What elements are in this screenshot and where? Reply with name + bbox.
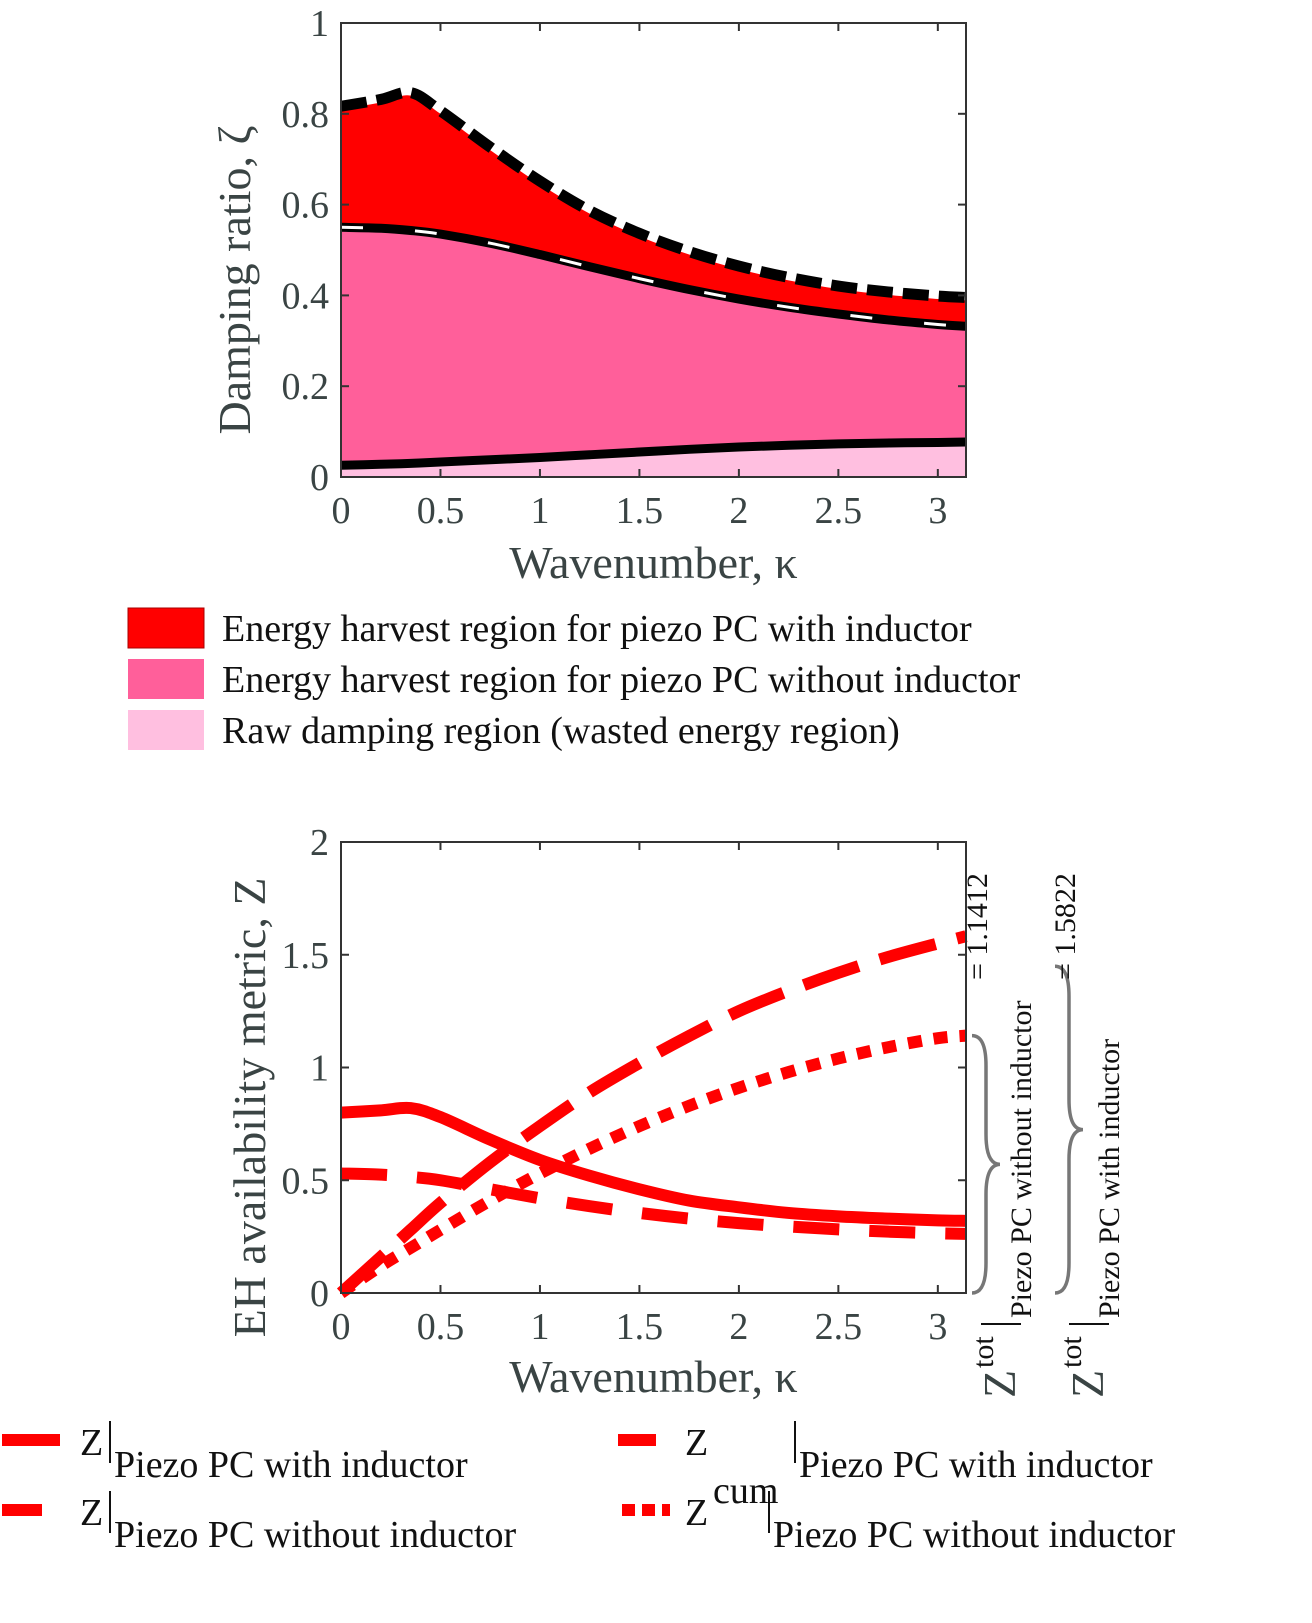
annotation-value: = 1.5822 [1049, 873, 1082, 980]
series-layer [336, 930, 968, 1298]
brace-without-inductor [971, 1033, 1001, 1295]
series-solid [340, 1101, 967, 1227]
y-tick-label: 1 [310, 1048, 329, 1090]
legend-label: Raw damping region (wasted energy region… [222, 710, 900, 752]
x-axis-label: Wavenumber, κ [509, 1351, 797, 1402]
x-axis-label: Wavenumber, κ [509, 537, 797, 588]
x-tick-label: 2 [729, 490, 748, 532]
annotation-sub: Piezo PC without inductor [1005, 1001, 1038, 1319]
area-raw-damping-region-wasted-energy-region- [341, 442, 966, 477]
y-axis-label: EH availability metric, Z [224, 878, 275, 1338]
boundary-energy-harvest-region-for-piezo-pc-with-inductor [340, 86, 967, 303]
annotation-sup: tot [967, 1336, 1000, 1368]
x-tick-label: 1.5 [616, 490, 664, 532]
legend-subscript: Piezo PC with inductor [799, 1444, 1153, 1486]
ticks: 0 0.5 1 1.5 2 2.5 3 0 0.5 1 1.5 2 [282, 822, 966, 1348]
brace-with-inductor [1054, 964, 1084, 1295]
x-tick-label: 2.5 [815, 490, 863, 532]
legend-subscript: Piezo PC with inductor [114, 1444, 468, 1486]
x-tick-label: 2.5 [815, 1306, 863, 1348]
y-tick-label: 0 [310, 1273, 329, 1315]
boundary-lines [340, 86, 967, 470]
x-tick-label: 0.5 [417, 1306, 465, 1348]
eh-availability-chart: 0 0.5 1 1.5 2 2.5 3 0 0.5 1 1.5 2 Wavenumber, κ EH … [224, 822, 1126, 1402]
plot-frame [340, 22, 967, 478]
y-tick-label: 0.8 [282, 94, 330, 136]
legend-sup: cum [713, 1470, 778, 1512]
legend-entry: Z Piezo PC without inductor [2, 1491, 517, 1556]
x-tick-label: 1.5 [616, 1306, 664, 1348]
x-tick-label: 0 [332, 1306, 351, 1348]
annotation-symbol: Z [974, 1370, 1025, 1398]
boundary-energy-harvest-region-for-piezo-pc-without-inductor-dash [340, 225, 967, 328]
series-dashed [340, 1167, 967, 1240]
x-tick-label: 2 [729, 1306, 748, 1348]
area-energy-harvest-region-for-piezo-pc-without-inductor [341, 227, 966, 477]
legend-label: Energy harvest region for piezo PC witho… [222, 659, 1021, 701]
legend-swatch [127, 607, 205, 649]
y-tick-label: 0.6 [282, 185, 330, 227]
legend-swatch [128, 659, 204, 699]
y-tick-label: 0 [310, 457, 329, 499]
annotation-sub: Piezo PC with inductor [1093, 1039, 1126, 1318]
y-tick-label: 0.4 [282, 275, 330, 317]
annotation-sup: tot [1055, 1336, 1088, 1368]
x-tick-label: 1 [530, 490, 549, 532]
legend-subscript: Piezo PC without inductor [773, 1514, 1176, 1556]
legend-entry: Z Piezo PC with inductor [2, 1421, 468, 1486]
ticks: 0 0.5 1 1.5 2 2.5 3 0 0.2 0.4 0.6 0.8 1 [282, 3, 966, 532]
legend-entry: Z Piezo PC with inductor [618, 1421, 1153, 1486]
series-dash-dot [336, 930, 968, 1298]
boundary-raw-damping-region-wasted-energy-region- [340, 437, 967, 470]
x-tick-label: 3 [928, 490, 947, 532]
legend-symbol: Z [685, 1492, 708, 1534]
x-tick-label: 0.5 [417, 490, 465, 532]
y-tick-label: 0.2 [282, 366, 330, 408]
legend-subscript: Piezo PC without inductor [114, 1514, 517, 1556]
area-legend: Energy harvest region for piezo PC with … [127, 607, 1021, 752]
x-tick-label: 1 [530, 1306, 549, 1348]
legend-symbol: Z [80, 1422, 103, 1464]
damping-ratio-chart: 0 0.5 1 1.5 2 2.5 3 0 0.2 0.4 0.6 0.8 1 Wavenumber, … [209, 3, 967, 588]
x-tick-label: 3 [928, 1306, 947, 1348]
series-dotted [337, 1029, 967, 1298]
legend-symbol: Z [685, 1422, 708, 1464]
annotation-value: = 1.1412 [961, 873, 994, 980]
y-tick-label: 0.5 [282, 1160, 330, 1202]
line-legend: Z Piezo PC with inductor Z Piezo PC without… [2, 1421, 1176, 1556]
legend-label: Energy harvest region for piezo PC with … [222, 608, 972, 650]
legend-swatch [128, 710, 204, 750]
y-tick-label: 2 [310, 822, 329, 864]
annotation-symbol: Z [1062, 1370, 1113, 1398]
y-axis-label: Damping ratio, ζ [209, 125, 260, 434]
x-tick-label: 0 [332, 490, 351, 532]
legend-symbol: Z [80, 1492, 103, 1534]
y-tick-label: 1 [310, 3, 329, 45]
y-tick-label: 1.5 [282, 935, 330, 977]
